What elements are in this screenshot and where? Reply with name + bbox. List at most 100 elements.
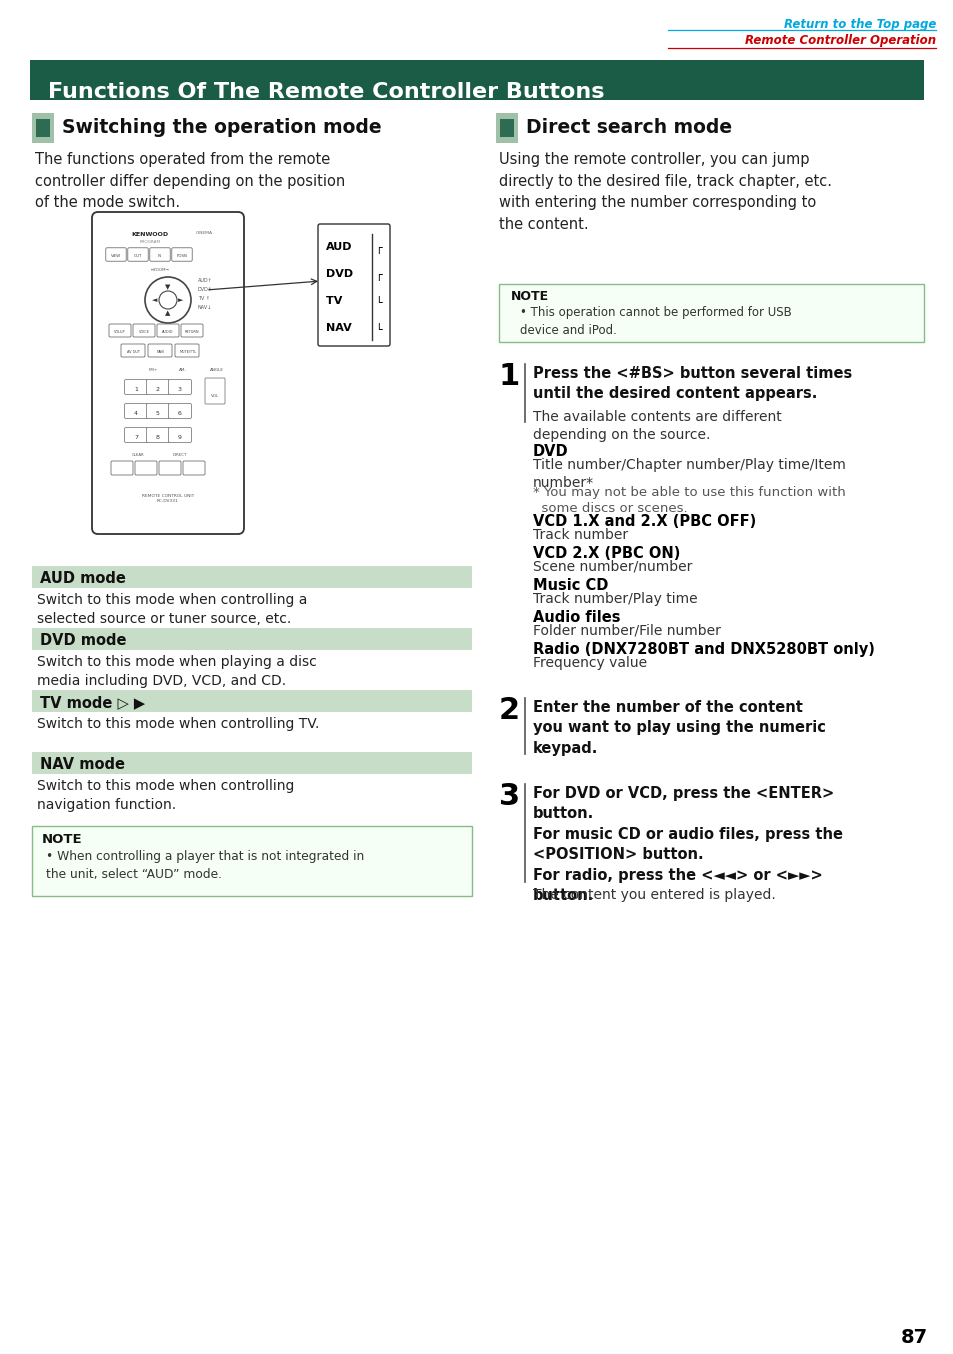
FancyBboxPatch shape [91,213,244,533]
FancyBboxPatch shape [148,344,172,357]
Text: VCD 1.X and 2.X (PBC OFF): VCD 1.X and 2.X (PBC OFF) [533,515,756,529]
Text: OUT: OUT [133,255,142,259]
Bar [32,628,472,650]
Text: * You may not be able to use this function with
  some discs or scenes.: * You may not be able to use this functi… [533,486,845,516]
FancyBboxPatch shape [183,460,205,475]
FancyBboxPatch shape [181,324,203,337]
FancyBboxPatch shape [169,403,192,418]
Text: NAVI: NAVI [157,349,165,353]
Text: Title number/Chapter number/Play time/Item
number*: Title number/Chapter number/Play time/It… [533,458,845,490]
FancyBboxPatch shape [132,324,154,337]
Text: PROGRAM: PROGRAM [139,240,160,244]
Text: 3: 3 [178,387,182,393]
Text: ANGLE: ANGLE [210,368,224,372]
Text: The content you entered is played.: The content you entered is played. [533,888,775,902]
Text: └: └ [375,298,381,307]
Text: TV: TV [326,297,346,306]
FancyBboxPatch shape [147,403,170,418]
Bar [30,60,923,100]
Bar [496,112,517,144]
Text: VOLUP: VOLUP [114,330,126,334]
Text: Switch to this mode when playing a disc
media including DVD, VCD, and CD.: Switch to this mode when playing a disc … [37,655,316,688]
Bar [32,751,472,774]
FancyBboxPatch shape [125,379,148,394]
Text: 4: 4 [133,412,138,416]
FancyBboxPatch shape [169,379,192,394]
Text: Audio files: Audio files [533,611,619,626]
Text: Functions Of The Remote Controller Buttons: Functions Of The Remote Controller Butto… [48,83,604,102]
Text: ▲: ▲ [165,310,171,315]
Text: Return to the Top page: Return to the Top page [782,18,935,31]
Text: ┌: ┌ [375,271,381,282]
FancyBboxPatch shape [147,428,170,443]
Text: Track number: Track number [533,528,627,542]
FancyBboxPatch shape [109,324,131,337]
Text: AUD↑
DVD↑
TV ↑
NAV↓: AUD↑ DVD↑ TV ↑ NAV↓ [198,278,213,310]
Text: CLEAR: CLEAR [132,454,144,458]
Text: 8: 8 [156,435,160,440]
FancyBboxPatch shape [159,460,181,475]
Text: AUD: AUD [326,242,352,252]
Text: VIEW: VIEW [111,255,121,259]
FancyBboxPatch shape [317,223,390,347]
FancyBboxPatch shape [150,248,170,261]
FancyBboxPatch shape [147,379,170,394]
Text: VOICE: VOICE [138,330,150,334]
Text: VOL: VOL [211,394,219,398]
Text: 6: 6 [178,412,182,416]
FancyBboxPatch shape [205,378,225,403]
Text: NAV: NAV [326,324,352,333]
Text: Switch to this mode when controlling TV.: Switch to this mode when controlling TV. [37,718,319,731]
Text: Radio (DNX7280BT and DNX5280BT only): Radio (DNX7280BT and DNX5280BT only) [533,642,874,657]
Text: DVD: DVD [326,269,353,279]
Text: KENWOOD: KENWOOD [132,232,169,237]
Text: Press the <#BS> button several times
until the desired content appears.: Press the <#BS> button several times unt… [533,366,851,401]
Text: 87: 87 [900,1328,927,1347]
Text: DVD mode: DVD mode [40,634,127,649]
Text: • This operation cannot be performed for USB
device and iPod.: • This operation cannot be performed for… [519,306,791,337]
Text: Using the remote controller, you can jump
directly to the desired file, track ch: Using the remote controller, you can jum… [498,152,831,232]
Text: Enter the number of the content
you want to play using the numeric
keypad.: Enter the number of the content you want… [533,700,825,756]
Text: Music CD: Music CD [533,578,608,593]
Text: ←ZOOM→: ←ZOOM→ [151,268,170,272]
Text: DIRECT: DIRECT [172,454,187,458]
FancyBboxPatch shape [128,248,148,261]
Text: AUDIO: AUDIO [162,330,173,334]
FancyBboxPatch shape [121,344,145,357]
FancyBboxPatch shape [498,284,923,343]
FancyBboxPatch shape [125,403,148,418]
Text: ▼: ▼ [165,284,171,290]
Bar [499,119,514,137]
FancyBboxPatch shape [172,248,192,261]
FancyBboxPatch shape [125,428,148,443]
Text: 3: 3 [498,783,519,811]
Text: Switching the operation mode: Switching the operation mode [62,118,381,137]
Text: FM+: FM+ [148,368,157,372]
Text: 7: 7 [133,435,138,440]
FancyBboxPatch shape [32,826,472,896]
Text: The available contents are different
depending on the source.: The available contents are different dep… [533,410,781,443]
Text: AM-: AM- [179,368,187,372]
Text: DVD: DVD [533,444,568,459]
Text: Switch to this mode when controlling
navigation function.: Switch to this mode when controlling nav… [37,779,294,812]
Circle shape [159,291,177,309]
Text: CINEMA: CINEMA [195,232,213,236]
Bar [36,119,50,137]
Bar [32,566,472,588]
FancyBboxPatch shape [111,460,132,475]
Text: Remote Controller Operation: Remote Controller Operation [744,34,935,47]
Text: ┌: ┌ [375,244,381,255]
Text: RETURN: RETURN [185,330,199,334]
Text: Scene number/number: Scene number/number [533,561,692,574]
Text: AUD mode: AUD mode [40,571,126,586]
Text: Switch to this mode when controlling a
selected source or tuner source, etc.: Switch to this mode when controlling a s… [37,593,307,626]
Text: REMOTE CONTROL UNIT
RC-DV331: REMOTE CONTROL UNIT RC-DV331 [142,494,193,504]
Text: Direct search mode: Direct search mode [525,118,731,137]
Text: ►: ► [178,297,184,303]
Text: ◄: ◄ [152,297,157,303]
FancyBboxPatch shape [169,428,192,443]
Text: 1: 1 [498,362,519,391]
Bar [32,691,472,712]
FancyBboxPatch shape [174,344,199,357]
Text: Frequency value: Frequency value [533,655,646,670]
